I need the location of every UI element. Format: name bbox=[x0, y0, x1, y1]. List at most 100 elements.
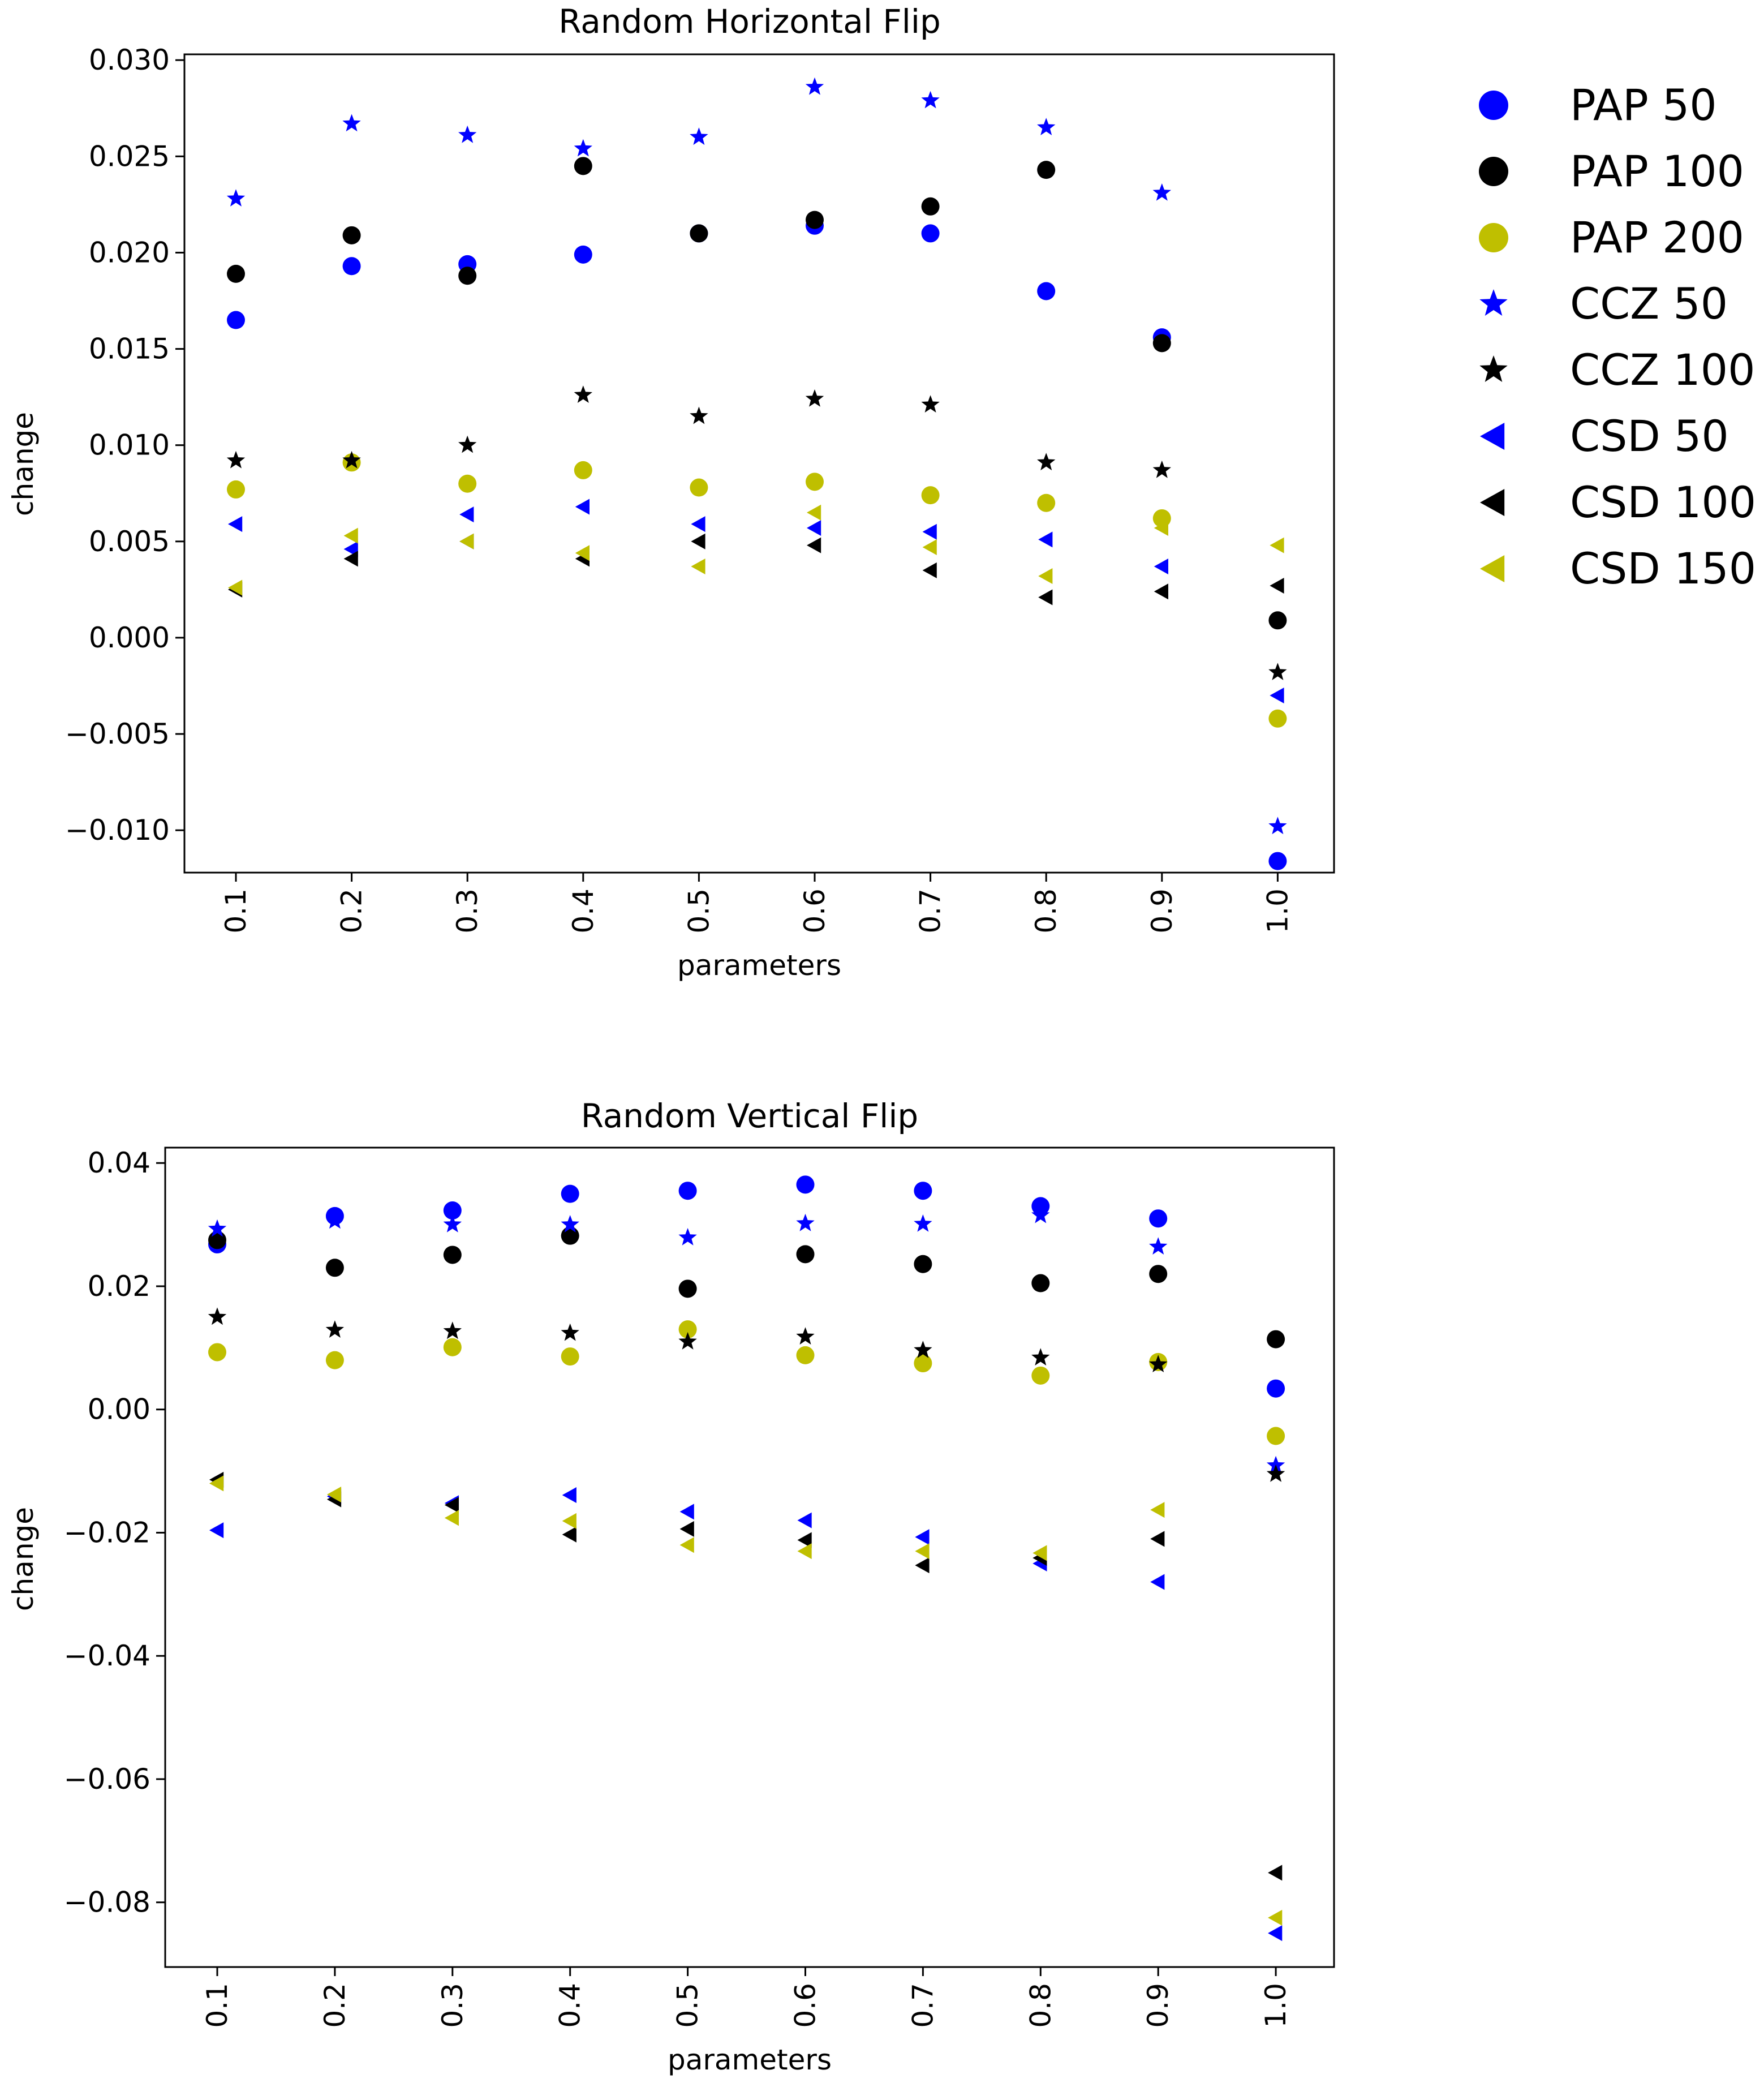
point-pap-50-0-4 bbox=[561, 1184, 579, 1203]
point-pap-100-0-5 bbox=[678, 1279, 697, 1298]
series-ccz-100 bbox=[226, 385, 1287, 680]
legend-label: PAP 50 bbox=[1570, 80, 1717, 130]
point-ccz-100-0-7 bbox=[921, 395, 940, 413]
point-csd-100-0-6 bbox=[797, 1532, 812, 1548]
legend-label: CCZ 50 bbox=[1570, 278, 1728, 329]
point-csd-50-0-8 bbox=[1038, 531, 1053, 548]
point-csd-150-0-4 bbox=[575, 545, 590, 561]
point-csd-50-0-5 bbox=[691, 516, 705, 533]
y-axis-label: change bbox=[7, 412, 40, 516]
y-tick-label: 0.000 bbox=[89, 621, 170, 654]
point-ccz-50-0-6 bbox=[805, 77, 824, 95]
point-ccz-50-0-4 bbox=[574, 139, 592, 157]
point-ccz-50-0-1 bbox=[208, 1219, 227, 1237]
point-csd-100-0-9 bbox=[1150, 1531, 1165, 1547]
point-ccz-100-0-2 bbox=[342, 450, 361, 469]
legend-label: PAP 100 bbox=[1570, 146, 1744, 196]
point-ccz-100-0-1 bbox=[208, 1307, 227, 1325]
point-csd-100-0-5 bbox=[691, 533, 705, 549]
point-pap-200-0-1 bbox=[227, 480, 245, 499]
y-tick-label: 0.00 bbox=[88, 1393, 150, 1426]
legend-label: CSD 150 bbox=[1570, 543, 1756, 594]
legend: PAP 50 PAP 100 PAP 200 CCZ 50 CCZ 100 CSD 50 C… bbox=[1479, 80, 1756, 594]
point-ccz-100-0-2 bbox=[325, 1320, 345, 1338]
series-csd-150 bbox=[228, 504, 1284, 596]
point-ccz-100-0-1 bbox=[226, 450, 246, 469]
point-pap-100-0-3 bbox=[443, 1246, 462, 1264]
legend-marker-csd-100 bbox=[1480, 489, 1505, 516]
point-ccz-50-0-9 bbox=[1149, 1237, 1168, 1255]
point-csd-50-0-6 bbox=[807, 519, 821, 536]
x-tick-label: 0.7 bbox=[914, 888, 947, 934]
point-pap-50-0-7 bbox=[921, 224, 940, 243]
legend-marker-ccz-100 bbox=[1479, 355, 1508, 382]
legend-marker-pap-200 bbox=[1479, 223, 1508, 252]
point-csd-100-0-2 bbox=[343, 551, 358, 567]
chart-title: Random Horizontal Flip bbox=[558, 2, 941, 41]
point-pap-100-0-4 bbox=[561, 1226, 579, 1245]
x-tick-label: 0.1 bbox=[201, 1983, 234, 2028]
y-tick-label: −0.04 bbox=[64, 1639, 150, 1672]
point-csd-150-1-0 bbox=[1270, 537, 1284, 553]
x-tick-label: 0.4 bbox=[567, 888, 600, 934]
point-ccz-100-0-6 bbox=[805, 389, 824, 407]
point-pap-50-1-0 bbox=[1267, 1379, 1285, 1398]
x-tick-label: 0.8 bbox=[1030, 888, 1062, 934]
legend-label: CSD 50 bbox=[1570, 411, 1729, 461]
point-pap-100-1-0 bbox=[1268, 611, 1287, 630]
point-pap-50-0-3 bbox=[443, 1201, 462, 1220]
x-tick-label: 0.9 bbox=[1146, 888, 1178, 934]
legend-entry-csd-100: CSD 100 bbox=[1480, 477, 1756, 527]
plot-marks bbox=[226, 77, 1287, 870]
point-csd-150-0-4 bbox=[562, 1513, 576, 1529]
point-pap-200-0-4 bbox=[561, 1347, 579, 1366]
point-pap-200-0-7 bbox=[914, 1354, 932, 1373]
point-pap-200-0-7 bbox=[921, 486, 940, 505]
point-pap-100-0-8 bbox=[1031, 1274, 1050, 1292]
point-ccz-100-0-9 bbox=[1152, 460, 1171, 478]
point-csd-150-0-1 bbox=[228, 579, 243, 596]
point-csd-50-1-0 bbox=[1268, 1925, 1283, 1942]
point-csd-150-1-0 bbox=[1268, 1909, 1283, 1926]
point-pap-50-0-9 bbox=[1149, 1209, 1168, 1228]
point-ccz-100-0-8 bbox=[1037, 453, 1056, 471]
y-tick-label: 0.025 bbox=[89, 140, 170, 173]
point-ccz-50-0-5 bbox=[678, 1228, 697, 1246]
point-csd-50-0-1 bbox=[228, 516, 243, 533]
series-ccz-50 bbox=[226, 77, 1287, 835]
point-csd-100-1-0 bbox=[1268, 1865, 1283, 1881]
point-csd-150-0-5 bbox=[691, 559, 705, 575]
series-pap-100 bbox=[227, 157, 1287, 630]
point-pap-100-0-2 bbox=[342, 226, 361, 244]
point-pap-50-0-7 bbox=[914, 1182, 932, 1200]
point-ccz-100-0-5 bbox=[678, 1332, 697, 1350]
point-pap-50-0-2 bbox=[342, 257, 361, 276]
point-csd-50-0-3 bbox=[459, 506, 474, 523]
legend-marker-csd-150 bbox=[1480, 555, 1505, 582]
point-pap-100-0-7 bbox=[921, 197, 940, 216]
point-pap-50-1-0 bbox=[1268, 852, 1287, 870]
point-pap-100-0-9 bbox=[1149, 1265, 1168, 1283]
point-pap-200-0-5 bbox=[690, 478, 708, 497]
legend-marker-pap-50 bbox=[1479, 91, 1508, 120]
point-csd-100-0-4 bbox=[562, 1526, 576, 1543]
point-csd-150-0-7 bbox=[915, 1543, 930, 1560]
point-pap-50-0-5 bbox=[678, 1182, 697, 1200]
x-axis-label: parameters bbox=[677, 949, 841, 982]
point-csd-50-0-7 bbox=[922, 523, 937, 540]
point-pap-50-0-4 bbox=[574, 245, 592, 264]
point-pap-200-1-0 bbox=[1267, 1427, 1285, 1445]
point-ccz-50-0-7 bbox=[914, 1214, 932, 1232]
point-pap-50-0-1 bbox=[227, 311, 245, 329]
point-ccz-50-0-4 bbox=[561, 1215, 579, 1233]
point-csd-100-0-9 bbox=[1154, 583, 1168, 600]
legend-entry-ccz-100: CCZ 100 bbox=[1479, 345, 1755, 395]
point-csd-150-0-6 bbox=[797, 1543, 812, 1560]
point-csd-150-0-5 bbox=[679, 1537, 694, 1553]
x-tick-label: 0.4 bbox=[554, 1983, 587, 2028]
point-csd-150-0-8 bbox=[1038, 568, 1053, 585]
point-csd-50-1-0 bbox=[1270, 687, 1284, 703]
point-csd-150-0-6 bbox=[807, 504, 821, 521]
x-tick-label: 1.0 bbox=[1261, 888, 1294, 934]
